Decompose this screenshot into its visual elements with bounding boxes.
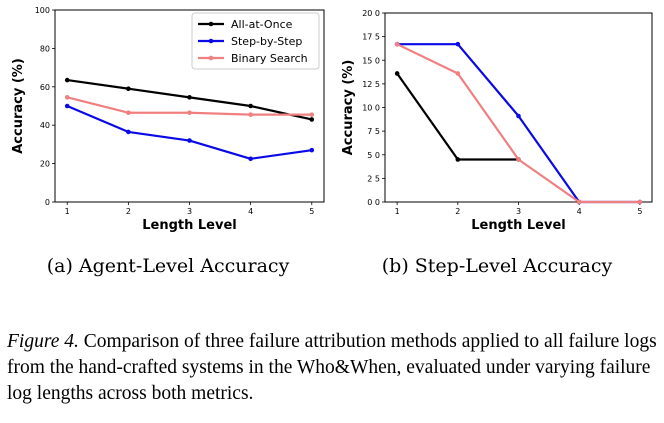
legend-label-all-at-once: All-at-Once: [231, 18, 293, 31]
x-tick-label: 4: [248, 207, 253, 216]
data-point-all-at-once: [187, 95, 192, 100]
data-point-step-by-step: [455, 41, 461, 47]
data-point-binary-search: [576, 199, 582, 205]
x-tick-label: 3: [187, 207, 192, 216]
y-tick-label: 20 0: [362, 9, 380, 18]
data-point-all-at-once: [126, 86, 131, 92]
legend-marker-binary-search: [208, 55, 214, 61]
data-point-all-at-once: [394, 71, 400, 76]
x-tick-label: 3: [516, 207, 521, 216]
chart-agent-level-accuracy: 1 2 3 4 5 0 20 40 60 80 100 Length Level Accuracy (%…: [11, 6, 325, 277]
y-tick-label: 2 5: [367, 174, 380, 183]
caption-text: Comparison of three failure attribution …: [7, 331, 657, 404]
y-tick-label: 15 0: [362, 56, 380, 65]
data-point-step-by-step: [126, 129, 131, 135]
data-point-step-by-step: [309, 147, 315, 153]
data-point-binary-search: [187, 110, 192, 116]
x-tick-label: 1: [65, 207, 70, 216]
data-point-binary-search: [455, 71, 461, 76]
y-tick-label: 17 5: [362, 33, 380, 42]
data-point-binary-search: [126, 110, 131, 116]
legend: All-at-Once Step-by-Step Binary Search: [191, 12, 320, 70]
series-binary-search: [64, 95, 315, 117]
series-line-binary-search: [396, 43, 640, 204]
data-point-binary-search: [248, 112, 253, 117]
y-tick-label: 5 0: [367, 151, 380, 160]
series-binary-search: [394, 41, 643, 205]
x-tick-label: 1: [395, 207, 400, 216]
y-tick-label: 40: [40, 121, 50, 130]
y-axis-label: Accuracy (%): [341, 60, 356, 156]
legend-box: [191, 12, 320, 70]
y-axis-label: Accuracy (%): [11, 58, 26, 154]
legend-marker-all-at-once: [208, 21, 214, 27]
data-point-step-by-step: [248, 156, 253, 162]
data-point-all-at-once: [455, 157, 461, 162]
figure-label: Figure 4.: [7, 331, 79, 352]
y-tick-label: 7 5: [367, 127, 380, 136]
data-point-binary-search: [309, 112, 315, 117]
subcaption: (a) Agent-Level Accuracy: [47, 255, 290, 277]
y-tick-label: 60: [40, 83, 50, 92]
plot-frame: [384, 12, 653, 203]
x-tick-label: 4: [577, 207, 582, 216]
y-tick-label: 0 0: [367, 198, 380, 207]
y-tick-label: 20: [40, 160, 50, 169]
data-point-all-at-once: [248, 103, 253, 109]
series-step-by-step: [64, 103, 315, 162]
figure-caption: Figure 4. Comparison of three failure at…: [7, 329, 659, 407]
y-tick-label: 10 0: [362, 104, 380, 113]
x-tick-label: 2: [455, 207, 460, 216]
subcaption: (b) Step-Level Accuracy: [382, 255, 613, 277]
y-tick-label: 12 5: [362, 80, 380, 89]
data-point-step-by-step: [187, 138, 192, 143]
data-point-all-at-once: [64, 77, 70, 83]
y-tick-label: 80: [40, 44, 50, 53]
x-tick-label: 5: [309, 207, 314, 216]
x-axis-label: Length Level: [142, 218, 237, 233]
data-point-step-by-step: [516, 113, 521, 119]
x-tick-label: 2: [126, 207, 131, 216]
x-axis-label: Length Level: [471, 218, 566, 233]
y-tick-label: 100: [35, 6, 50, 15]
series-line-step-by-step: [397, 43, 640, 204]
series-all-at-once: [394, 71, 521, 162]
chart-step-level-accuracy: 1 2 3 4 5 0 0 2 5 5 0 7 5 10 0 12 5 15 0 17 5 20 0 Len…: [341, 9, 653, 277]
legend-label-step-by-step: Step-by-Step: [231, 35, 302, 48]
data-point-all-at-once: [309, 117, 315, 122]
data-point-binary-search: [64, 95, 70, 100]
series-line-all-at-once: [396, 72, 519, 161]
legend-label-binary-search: Binary Search: [231, 52, 308, 65]
series-all-at-once: [64, 77, 315, 122]
data-point-binary-search: [394, 41, 400, 47]
y-tick-label: 0: [45, 198, 50, 207]
data-point-step-by-step: [64, 103, 70, 109]
data-point-binary-search: [516, 157, 521, 162]
legend-marker-step-by-step: [208, 38, 214, 44]
data-point-binary-search: [637, 199, 643, 205]
x-tick-label: 5: [637, 207, 642, 216]
